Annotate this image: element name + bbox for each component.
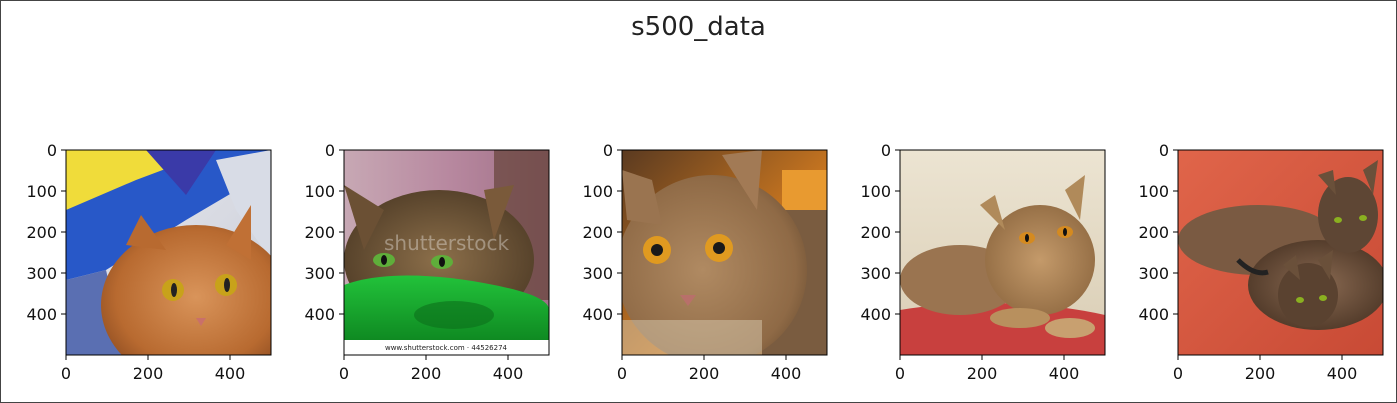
x-tick-label: 0 [61, 364, 71, 383]
y-tick-label: 300 [860, 264, 891, 283]
image-panel-3 [621, 149, 828, 356]
panel-4-axes: 0 100 200 300 400 0 200 400 [860, 141, 1079, 383]
y-tick-label: 100 [860, 182, 891, 201]
y-tick-label: 200 [304, 223, 335, 242]
y-tick-label: 300 [582, 264, 613, 283]
cat-photo-1 [66, 150, 271, 355]
cat-photo-5 [1178, 150, 1383, 355]
panel-2-axes: 0 100 200 300 400 0 200 400 [304, 141, 523, 383]
x-tick-label: 400 [493, 364, 524, 383]
y-tick-label: 300 [26, 264, 57, 283]
y-tick-label: 0 [1159, 141, 1169, 160]
x-tick-label: 400 [771, 364, 802, 383]
cat-photo-2: shutterstock www.shutterstock.com · 4452… [344, 150, 549, 355]
x-tick-label: 0 [339, 364, 349, 383]
x-tick-label: 200 [967, 364, 998, 383]
y-tick-label: 100 [582, 182, 613, 201]
panel-3-axes: 0 100 200 300 400 0 200 400 [582, 141, 801, 383]
y-tick-label: 200 [26, 223, 57, 242]
y-tick-label: 300 [304, 264, 335, 283]
y-tick-label: 400 [304, 305, 335, 324]
y-tick-label: 0 [881, 141, 891, 160]
y-tick-label: 100 [304, 182, 335, 201]
image-panel-4 [899, 149, 1106, 356]
x-tick-label: 200 [411, 364, 442, 383]
y-tick-label: 0 [47, 141, 57, 160]
y-tick-label: 100 [26, 182, 57, 201]
x-tick-label: 200 [133, 364, 164, 383]
image-panel-2: shutterstock www.shutterstock.com · 4452… [343, 149, 550, 356]
figure-title: s500_data [631, 12, 766, 42]
image-panel-1 [65, 149, 272, 356]
y-tick-label: 200 [1138, 223, 1169, 242]
panel-5-axes: 0 100 200 300 400 0 200 400 [1138, 141, 1357, 383]
image-caption: www.shutterstock.com · 44526274 [385, 344, 508, 352]
image-panel-5 [1177, 149, 1384, 356]
y-tick-label: 200 [582, 223, 613, 242]
cat-photo-4 [900, 150, 1105, 355]
y-tick-label: 100 [1138, 182, 1169, 201]
y-tick-label: 400 [1138, 305, 1169, 324]
y-tick-label: 0 [325, 141, 335, 160]
x-tick-label: 0 [1173, 364, 1183, 383]
watermark-text: shutterstock [384, 231, 509, 255]
y-tick-label: 200 [860, 223, 891, 242]
y-tick-label: 400 [582, 305, 613, 324]
x-tick-label: 0 [895, 364, 905, 383]
x-tick-label: 400 [1049, 364, 1080, 383]
x-tick-label: 0 [617, 364, 627, 383]
x-tick-label: 400 [1327, 364, 1358, 383]
panel-1-axes: 0 100 200 300 400 0 200 400 [26, 141, 245, 383]
y-tick-label: 0 [603, 141, 613, 160]
x-tick-label: 400 [215, 364, 246, 383]
x-tick-label: 200 [689, 364, 720, 383]
cat-photo-3 [622, 150, 827, 355]
x-tick-label: 200 [1245, 364, 1276, 383]
y-tick-label: 300 [1138, 264, 1169, 283]
y-tick-label: 400 [860, 305, 891, 324]
axes-layer: 0 100 200 300 400 0 200 400 0 100 200 300 400 0 200 400… [26, 141, 1357, 383]
y-tick-label: 400 [26, 305, 57, 324]
